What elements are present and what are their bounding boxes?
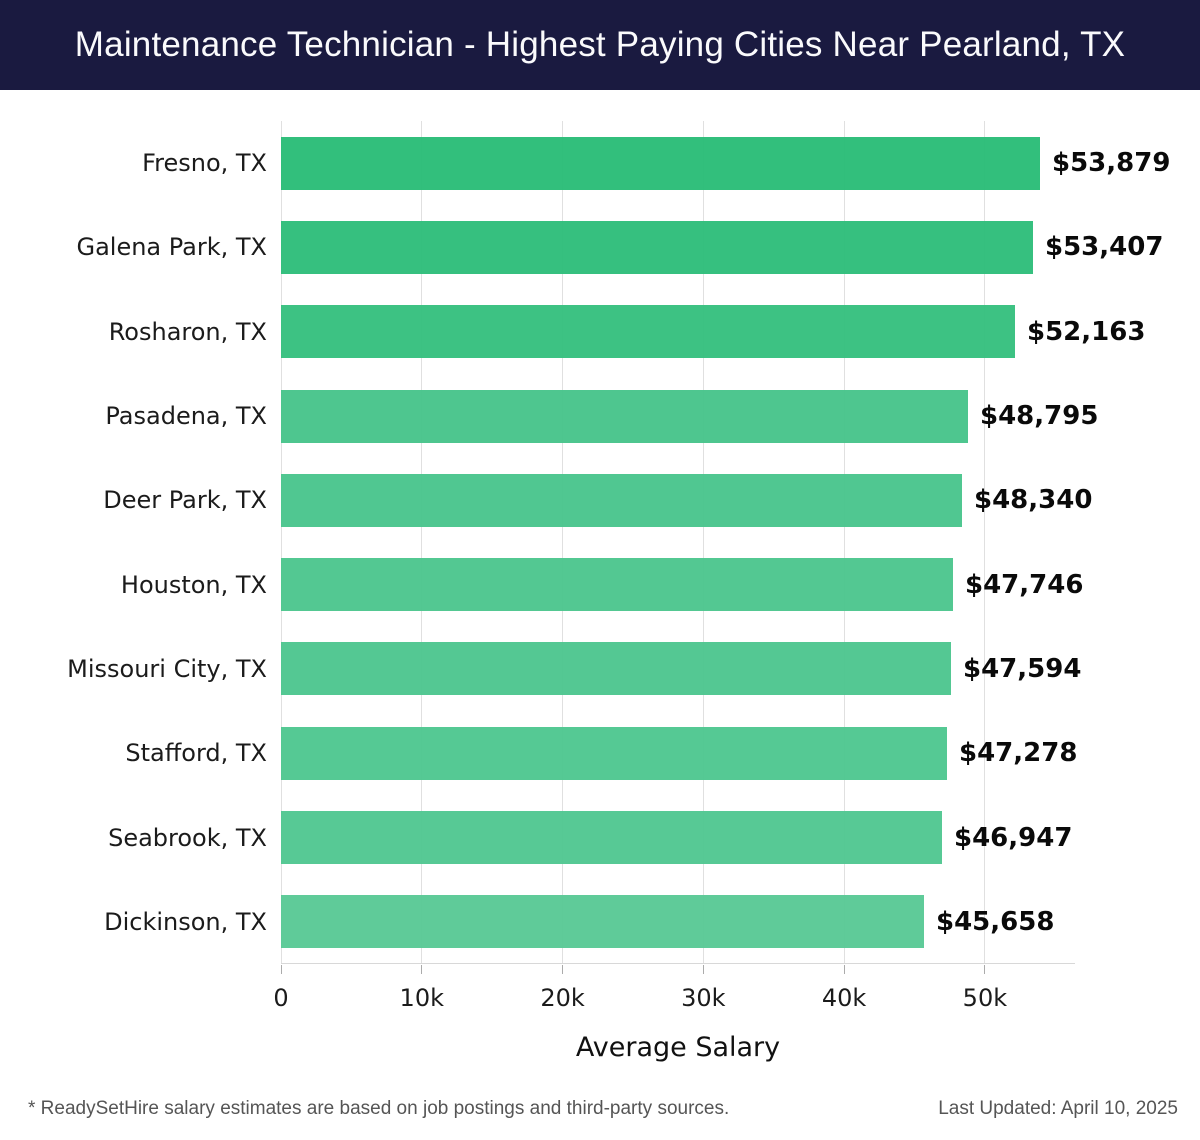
last-updated: Last Updated: April 10, 2025	[938, 1098, 1178, 1119]
value-label: $53,407	[1045, 232, 1164, 263]
x-tick-mark	[562, 965, 564, 974]
category-label: Deer Park, TX	[103, 486, 267, 515]
bar-pasadena-tx	[281, 389, 968, 443]
x-tick-label: 50k	[962, 984, 1008, 1012]
category-label: Missouri City, TX	[67, 654, 267, 683]
bar-rosharon-tx	[281, 305, 1015, 359]
x-tick-mark	[702, 965, 704, 974]
value-label: $47,594	[963, 653, 1082, 684]
bar-stafford-tx	[281, 726, 947, 780]
category-label: Galena Park, TX	[76, 233, 267, 262]
category-label: Houston, TX	[120, 570, 267, 599]
gridline	[280, 121, 282, 963]
bar-deer-park-tx	[281, 473, 962, 527]
value-label: $47,278	[959, 738, 1078, 769]
value-label: $46,947	[954, 822, 1073, 853]
plot-area	[280, 121, 1075, 964]
category-label: Pasadena, TX	[105, 402, 267, 431]
x-axis-label: Average Salary	[575, 1032, 781, 1063]
value-label: $45,658	[936, 906, 1055, 937]
gridline	[702, 121, 704, 963]
category-label: Stafford, TX	[125, 739, 267, 768]
source-note: * ReadySetHire salary estimates are base…	[28, 1098, 730, 1119]
bar-houston-tx	[281, 558, 953, 612]
footer: * ReadySetHire salary estimates are base…	[28, 1098, 1178, 1120]
x-tick-label: 10k	[399, 984, 444, 1012]
x-tick-mark	[280, 965, 282, 974]
bar-seabrook-tx	[281, 811, 942, 865]
gridline	[421, 121, 423, 963]
value-label: $48,795	[980, 401, 1099, 432]
bar-dickinson-tx	[281, 895, 924, 949]
bar-galena-park-tx	[281, 220, 1033, 274]
x-tick-label: 0	[273, 984, 289, 1012]
bar-missouri-city-tx	[281, 642, 951, 696]
category-label: Seabrook, TX	[108, 823, 267, 852]
category-label: Rosharon, TX	[108, 317, 267, 346]
x-tick-label: 40k	[821, 984, 867, 1012]
value-label: $48,340	[974, 485, 1093, 516]
x-tick-mark	[843, 965, 845, 974]
value-label: $53,879	[1052, 148, 1171, 179]
value-label: $52,163	[1027, 316, 1146, 347]
x-tick-mark	[421, 965, 423, 974]
gridline	[562, 121, 564, 963]
category-label: Dickinson, TX	[104, 907, 267, 936]
x-tick-label: 20k	[540, 984, 585, 1012]
page-title: Maintenance Technician - Highest Paying …	[74, 25, 1126, 64]
value-label: $47,746	[965, 569, 1084, 600]
title-bar: Maintenance Technician - Highest Paying …	[0, 0, 1200, 90]
x-tick-label: 30k	[681, 984, 726, 1012]
gridline	[984, 121, 986, 963]
x-tick-mark	[984, 965, 986, 974]
bar-chart: Average Salary 0 10k 20k 30k 40k 50k Fresno, T…	[0, 90, 1200, 1090]
gridline	[843, 121, 845, 963]
bar-fresno-tx	[281, 136, 1040, 190]
category-label: Fresno, TX	[142, 149, 267, 178]
